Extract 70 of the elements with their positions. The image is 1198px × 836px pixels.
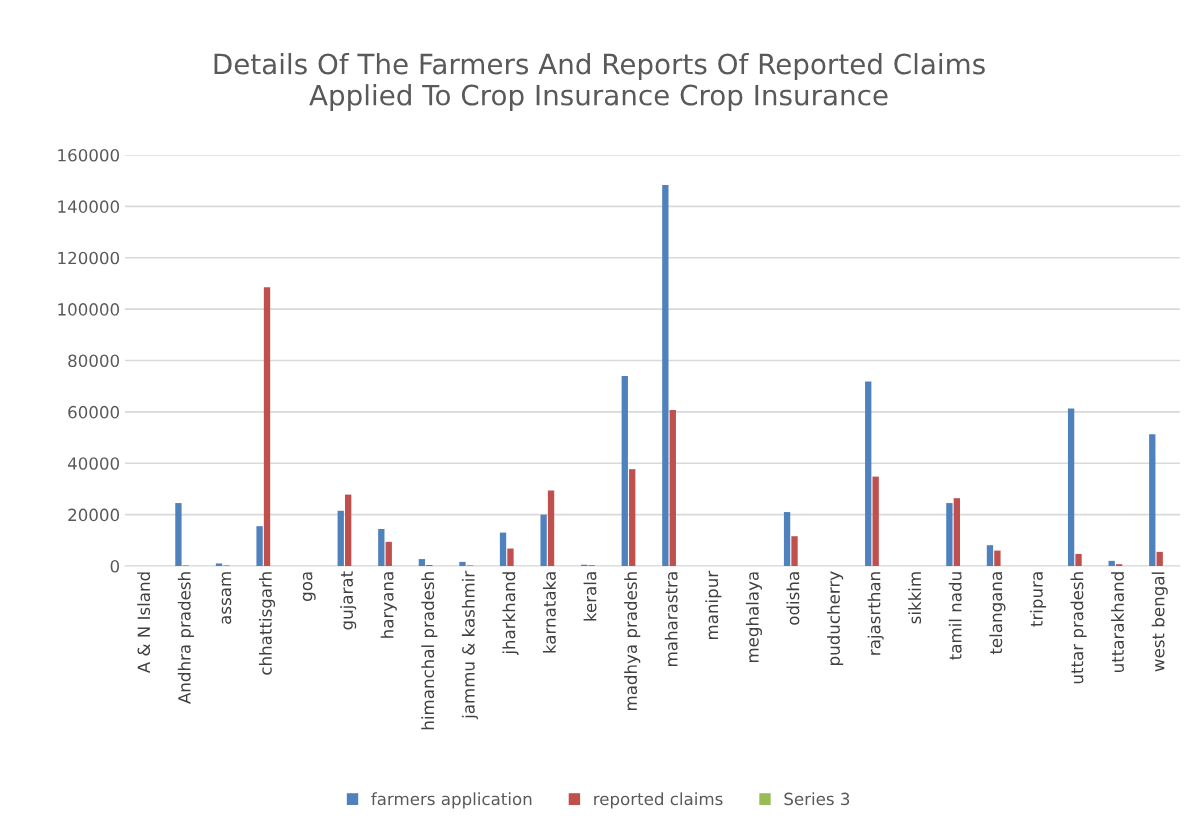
bar <box>507 548 514 566</box>
x-tick-label: tripura <box>1029 572 1047 627</box>
x-tick-label: chhattisgarh <box>258 572 276 675</box>
x-tick-label: haryana <box>380 572 397 638</box>
bar <box>994 550 1001 566</box>
bar <box>345 494 352 566</box>
bar <box>986 545 994 566</box>
bar <box>669 410 676 566</box>
x-tick-label: jammu & kashmir <box>461 570 478 720</box>
y-tick-label: 140000 <box>58 200 120 213</box>
bar <box>946 503 953 566</box>
x-tick-label: odisha <box>786 572 800 625</box>
bar <box>459 561 466 566</box>
bar <box>1149 434 1156 566</box>
bar <box>865 381 872 566</box>
y-tick-label: 0 <box>110 559 120 573</box>
bar <box>337 510 344 566</box>
bar <box>783 512 791 566</box>
bar <box>953 498 960 566</box>
y-tick-label: 20000 <box>68 508 120 522</box>
bar <box>621 375 628 566</box>
bar <box>256 526 263 566</box>
bar <box>1108 560 1115 566</box>
x-tick-label: himanchal pradesh <box>421 572 438 730</box>
x-tick-label: gujarat <box>340 571 357 630</box>
x-tick-label: manipur <box>705 570 722 639</box>
x-tick-label: kerala <box>583 572 597 621</box>
bar <box>263 287 271 566</box>
bar <box>1156 551 1163 566</box>
bar <box>499 532 507 566</box>
x-tick-label: west bengal <box>1151 572 1168 672</box>
x-tick-label: A & N Island <box>137 572 151 674</box>
x-tick-label: uttar pradesh <box>1070 572 1087 684</box>
bar <box>791 536 798 566</box>
y-tick-label: 60000 <box>68 405 120 419</box>
bar <box>662 185 669 566</box>
legend-label: reported claims <box>594 792 723 809</box>
x-tick-label: jharkhand <box>502 572 519 655</box>
x-tick-label: tamil nadu <box>948 572 962 660</box>
y-tick-label: 80000 <box>68 354 120 368</box>
y-tick-label: 120000 <box>58 251 120 265</box>
x-tick-label: assam <box>221 572 232 624</box>
x-tick-label: telangana <box>989 572 1006 655</box>
legend-label: Series 3 <box>784 792 850 806</box>
bar <box>378 529 385 566</box>
x-tick-label: uttarakhand <box>1111 572 1124 672</box>
x-tick-label: meghalaya <box>745 572 763 663</box>
chart-title: Details Of The Farmers And Reports Of Reported Claims Applied To Crop Insurance Crop Insurance <box>214 53 985 111</box>
x-tick-label: karnataka <box>542 572 556 653</box>
x-tick-label: goa <box>302 572 316 601</box>
bar <box>547 490 555 566</box>
y-tick-label: 40000 <box>67 457 120 470</box>
bar <box>629 469 636 566</box>
bar <box>540 514 547 566</box>
legend-label: farmers application <box>371 792 532 809</box>
x-tick-label: puducherry <box>827 571 844 665</box>
x-tick-label: Andhra pradesh <box>177 572 194 704</box>
bar <box>1067 408 1075 566</box>
x-tick-label: maharastra <box>664 572 678 666</box>
bar <box>872 476 879 566</box>
bar <box>1075 553 1082 566</box>
x-tick-label: sikkim <box>908 572 922 624</box>
x-tick-label: rajasrthan <box>867 572 884 655</box>
bar <box>418 559 426 566</box>
y-tick-label: 160000 <box>58 148 120 162</box>
bar <box>215 563 223 566</box>
bar <box>385 541 392 566</box>
x-tick-label: madhya pradesh <box>624 572 641 711</box>
bar <box>175 503 182 566</box>
y-tick-label: 100000 <box>58 303 120 316</box>
